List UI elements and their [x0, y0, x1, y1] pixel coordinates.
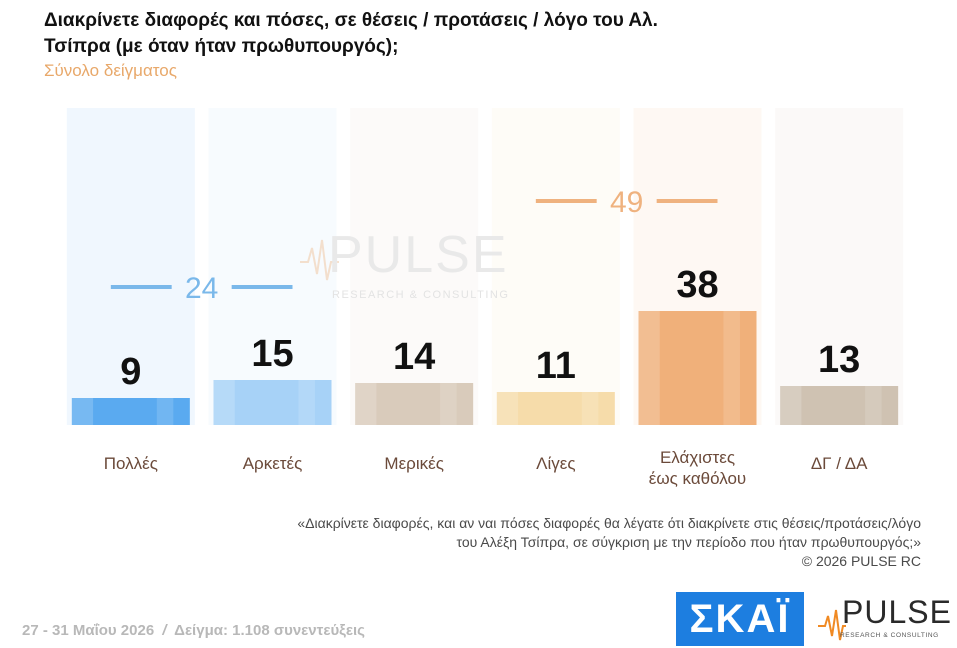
chart-subtitle: Σύνολο δείγματος	[44, 61, 177, 80]
column-background	[491, 108, 620, 425]
category-label: ΔΓ / ΔΑ	[811, 454, 868, 473]
watermark-word: PULSE	[328, 226, 509, 284]
group-total-label: 49	[610, 186, 643, 219]
category-label: Μερικές	[384, 454, 443, 473]
pulse-logo-word: PULSE	[842, 594, 952, 630]
pulse-logo-tagline: RESEARCH & CONSULTING	[840, 632, 939, 639]
bar-sheen	[723, 311, 740, 425]
bar-sheen	[780, 386, 802, 425]
category-label: Πολλές	[104, 454, 158, 473]
chart-title: Διακρίνετε διαφορές και πόσες, σε θέσεις…	[44, 10, 658, 57]
value-label: 14	[393, 336, 435, 378]
note-copyright: © 2026 PULSE RC	[801, 553, 921, 569]
bar-sheen	[496, 392, 519, 425]
bar-sheen	[71, 398, 94, 425]
bar-sheen	[638, 311, 660, 425]
bar-sheen	[213, 380, 235, 425]
footer-dates: 27 - 31 Μαΐου 2026	[22, 622, 155, 639]
pulse-wave-icon	[818, 609, 846, 641]
bar	[213, 380, 332, 425]
bar-sheen	[156, 398, 174, 425]
pulse-logo: PULSE RESEARCH & CONSULTING	[816, 592, 956, 646]
category-label: Λίγες	[536, 454, 575, 473]
bar	[780, 386, 899, 425]
pulse-watermark: PULSE RESEARCH & CONSULTING	[300, 226, 509, 301]
value-label: 9	[120, 351, 141, 393]
bar-sheen	[440, 383, 457, 425]
bar	[496, 392, 615, 425]
footer-separator: /	[162, 622, 167, 639]
value-label: 13	[818, 339, 860, 381]
note-line-1: «Διακρίνετε διαφορές, και αν ναι πόσες δ…	[297, 515, 921, 531]
value-label: 11	[536, 345, 576, 387]
footer-sample: Δείγμα: 1.108 συνεντεύξεις	[174, 622, 365, 639]
category-label: Αρκετές	[243, 454, 303, 473]
value-label: 38	[676, 264, 718, 306]
bar	[638, 311, 757, 425]
bar	[355, 383, 474, 425]
bar-sheen	[298, 380, 315, 425]
category-label: έως καθόλου	[649, 469, 746, 488]
bar	[71, 398, 190, 425]
bar-sheen	[581, 392, 599, 425]
watermark-tagline: RESEARCH & CONSULTING	[332, 289, 509, 301]
category-label: Ελάχιστες	[660, 448, 735, 467]
column-background	[350, 108, 479, 425]
note-line-2: του Αλέξη Τσίπρα, σε σύγκριση με την περ…	[456, 534, 921, 550]
question-note: «Διακρίνετε διαφορές, και αν ναι πόσες δ…	[121, 514, 921, 571]
value-label: 15	[251, 333, 293, 375]
bar-sheen	[865, 386, 882, 425]
column-background	[66, 108, 195, 425]
skai-logo: ΣΚΑΪ	[676, 592, 804, 646]
bar-sheen	[355, 383, 377, 425]
footer-survey-info: 27 - 31 Μαΐου 2026 / Δείγμα: 1.108 συνεν…	[22, 622, 365, 639]
group-total-label: 24	[185, 272, 218, 305]
column-background	[775, 108, 904, 425]
